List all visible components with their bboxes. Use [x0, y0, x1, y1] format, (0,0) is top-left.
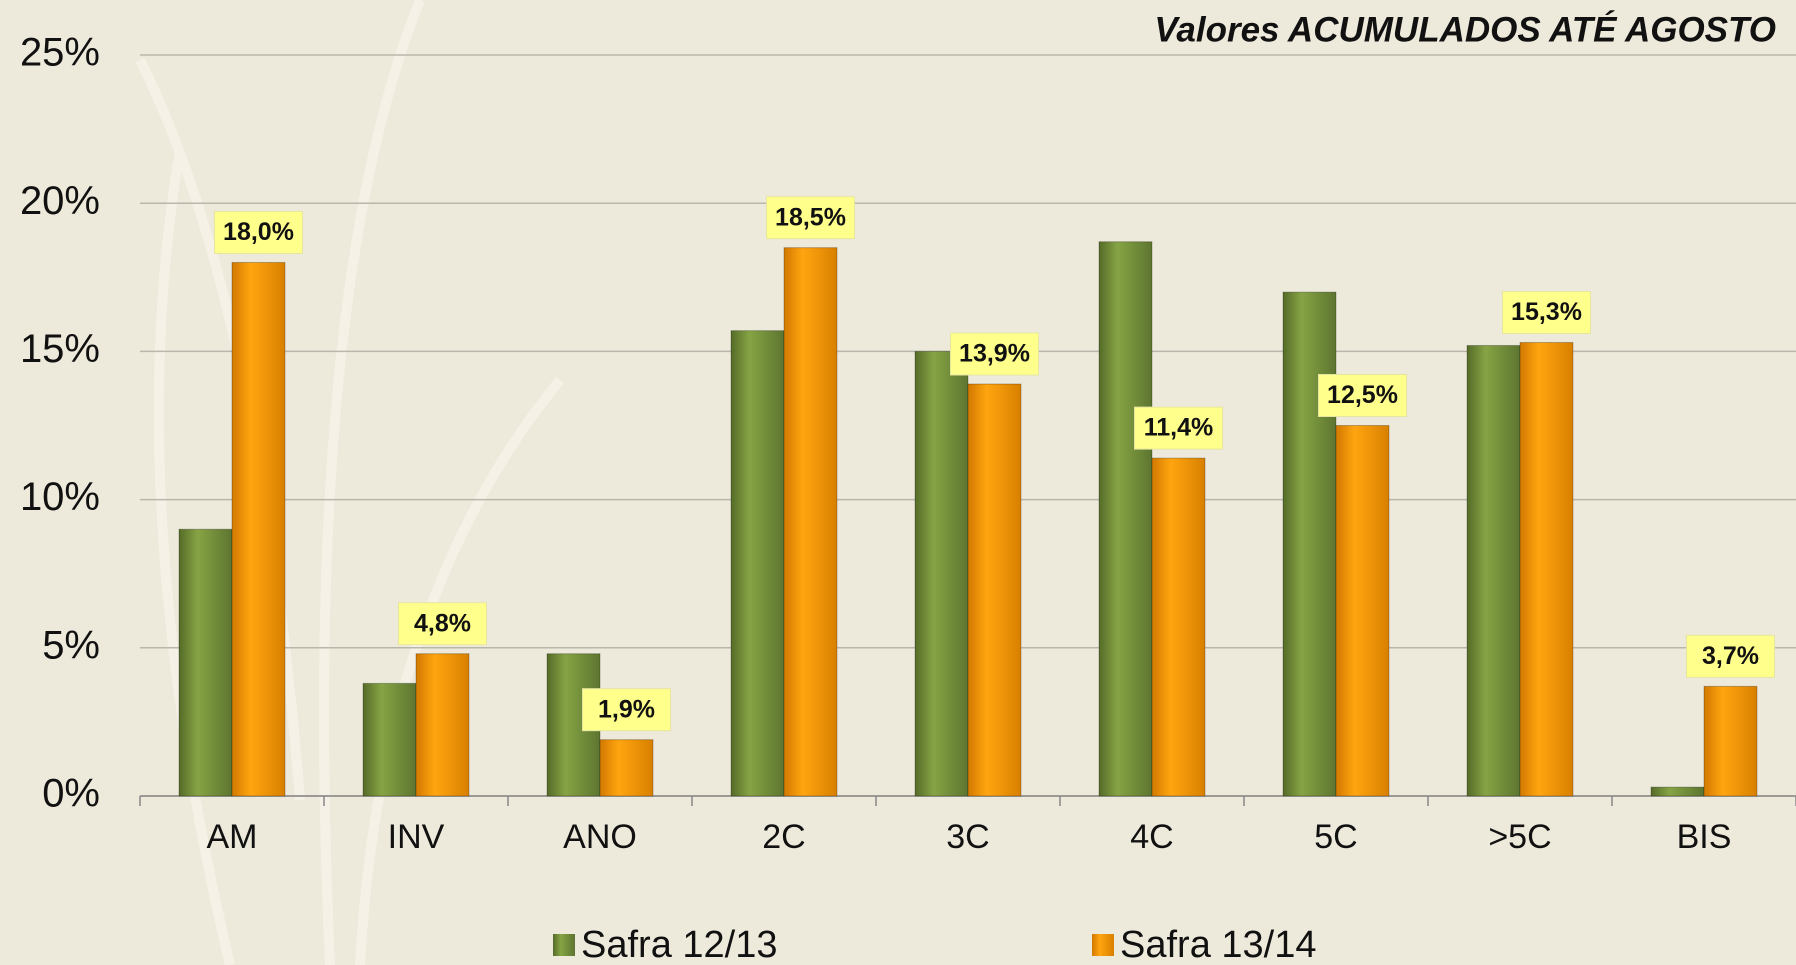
bar [1467, 345, 1520, 796]
x-tick-label: 2C [762, 818, 805, 856]
value-label: 11,4% [1144, 414, 1214, 442]
value-label: 1,9% [598, 695, 655, 723]
x-tick-label: ANO [563, 818, 637, 856]
x-tick-label: 3C [946, 818, 989, 856]
value-label: 13,9% [959, 340, 1030, 368]
bar [968, 384, 1021, 796]
bar [784, 248, 837, 796]
x-tick-label: 4C [1130, 818, 1173, 856]
x-tick-label: BIS [1677, 818, 1732, 856]
legend-label: Safra 12/13 [581, 924, 777, 965]
bar [1152, 458, 1205, 796]
value-label: 15,3% [1511, 298, 1582, 326]
y-tick-label: 0% [42, 772, 100, 816]
bar [232, 262, 285, 796]
chart-title: Valores ACUMULADOS ATÉ AGOSTO [1154, 10, 1776, 49]
bar [179, 529, 232, 796]
value-label: 3,7% [1702, 642, 1759, 670]
y-tick-label: 5% [42, 623, 100, 667]
chart: Valores ACUMULADOS ATÉ AGOSTO 0% 5% 10% 15%… [0, 0, 1796, 965]
bar [1704, 686, 1757, 796]
bar [915, 351, 968, 796]
page: {"chart_data": {"type": "bar", "title": … [0, 0, 1796, 965]
y-tick-label: 10% [20, 475, 100, 519]
bar [416, 654, 469, 796]
y-tick-label: 25% [20, 31, 100, 75]
x-tick-label: INV [388, 818, 445, 856]
y-tick-label: 15% [20, 327, 100, 371]
bar [1099, 242, 1152, 796]
bar [731, 331, 784, 796]
bar [1336, 426, 1389, 797]
bar [1283, 292, 1336, 796]
x-tick-label: >5C [1488, 818, 1551, 856]
legend-label: Safra 13/14 [1120, 924, 1316, 965]
x-tick-label: AM [207, 818, 258, 856]
value-label: 4,8% [414, 609, 471, 637]
bar [363, 683, 416, 796]
value-label: 12,5% [1327, 381, 1398, 409]
bar [1651, 787, 1704, 796]
bar [600, 740, 653, 796]
x-tick-label: 5C [1314, 818, 1357, 856]
value-label: 18,0% [223, 218, 294, 246]
y-tick-label: 20% [20, 179, 100, 223]
legend-swatch [553, 934, 575, 956]
bar [1520, 343, 1573, 796]
value-label: 18,5% [775, 203, 846, 231]
legend-swatch [1092, 934, 1114, 956]
